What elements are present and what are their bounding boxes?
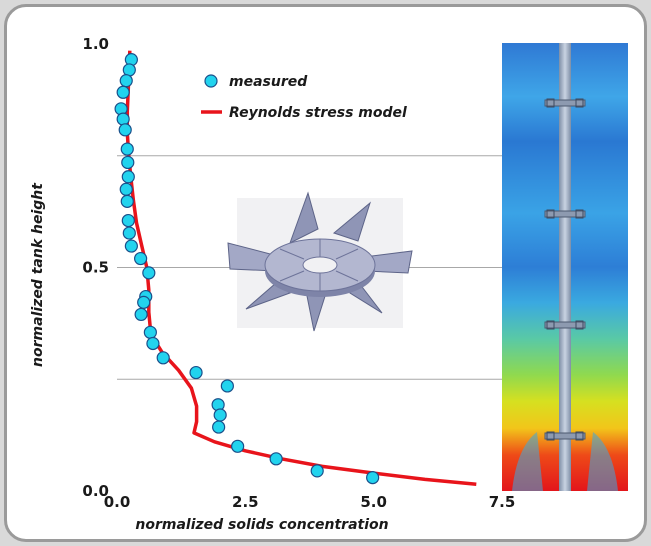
figure-frame: 0.0 0.5 1.0 0.0 2.5 5.0 7.5 measured Reynolds … — [4, 4, 647, 542]
measured-point — [120, 142, 134, 156]
cfd-contour-tank — [502, 43, 628, 491]
measured-point — [121, 213, 135, 228]
impeller-marker — [544, 210, 586, 218]
legend-label-measured: measured — [229, 74, 308, 90]
measured-point — [118, 123, 132, 137]
measured-point — [212, 420, 226, 434]
impeller-marker — [544, 432, 586, 440]
measured-point — [231, 439, 245, 453]
y-tick-label: 1.0 — [82, 35, 109, 53]
measured-point — [189, 365, 203, 380]
measured-point — [146, 336, 160, 351]
measured-point — [156, 351, 170, 365]
measured-point — [119, 182, 133, 196]
measured-point — [134, 307, 148, 322]
measured-point — [120, 194, 134, 208]
x-tick-label: 0.0 — [104, 493, 131, 511]
legend-label-model: Reynolds stress model — [229, 105, 407, 121]
measured-point — [121, 170, 135, 184]
x-tick-label: 5.0 — [360, 493, 387, 511]
impeller-hub-hole — [302, 256, 338, 274]
impeller-blade — [332, 201, 371, 242]
y-tick-label: 0.5 — [82, 259, 109, 277]
legend: measured Reynolds stress model — [201, 74, 407, 121]
measured-point — [121, 155, 135, 170]
measured-points — [114, 53, 380, 485]
tick-labels: 0.0 0.5 1.0 0.0 2.5 5.0 7.5 — [82, 35, 515, 511]
measured-point — [366, 470, 380, 485]
y-axis-title: normalized tank height — [30, 182, 46, 367]
tank-shaft — [559, 43, 571, 491]
measured-point — [122, 226, 136, 240]
measured-point — [122, 63, 136, 77]
measured-point — [310, 464, 324, 478]
measured-point — [124, 239, 138, 253]
measured-point — [137, 295, 151, 309]
measured-point — [213, 408, 227, 422]
measured-point — [220, 379, 234, 393]
measured-point — [119, 74, 133, 88]
measured-point — [143, 325, 157, 339]
measured-point — [116, 112, 130, 126]
chart: 0.0 0.5 1.0 0.0 2.5 5.0 7.5 measured Reynolds … — [30, 35, 628, 533]
measured-point — [142, 266, 156, 280]
legend-marker-measured — [204, 74, 218, 88]
impeller-markers — [544, 98, 586, 441]
y-tick-label: 0.0 — [82, 482, 109, 500]
impeller-marker — [544, 321, 586, 329]
x-axis-title: normalized solids concentration — [135, 517, 388, 533]
x-tick-label: 2.5 — [232, 493, 259, 511]
measured-point — [116, 85, 130, 99]
measured-point — [269, 452, 283, 466]
measured-point — [134, 251, 148, 266]
impeller-marker — [544, 99, 586, 107]
impeller-blade — [289, 191, 319, 245]
impeller-diagram — [227, 191, 413, 332]
x-tick-label: 7.5 — [489, 493, 516, 511]
